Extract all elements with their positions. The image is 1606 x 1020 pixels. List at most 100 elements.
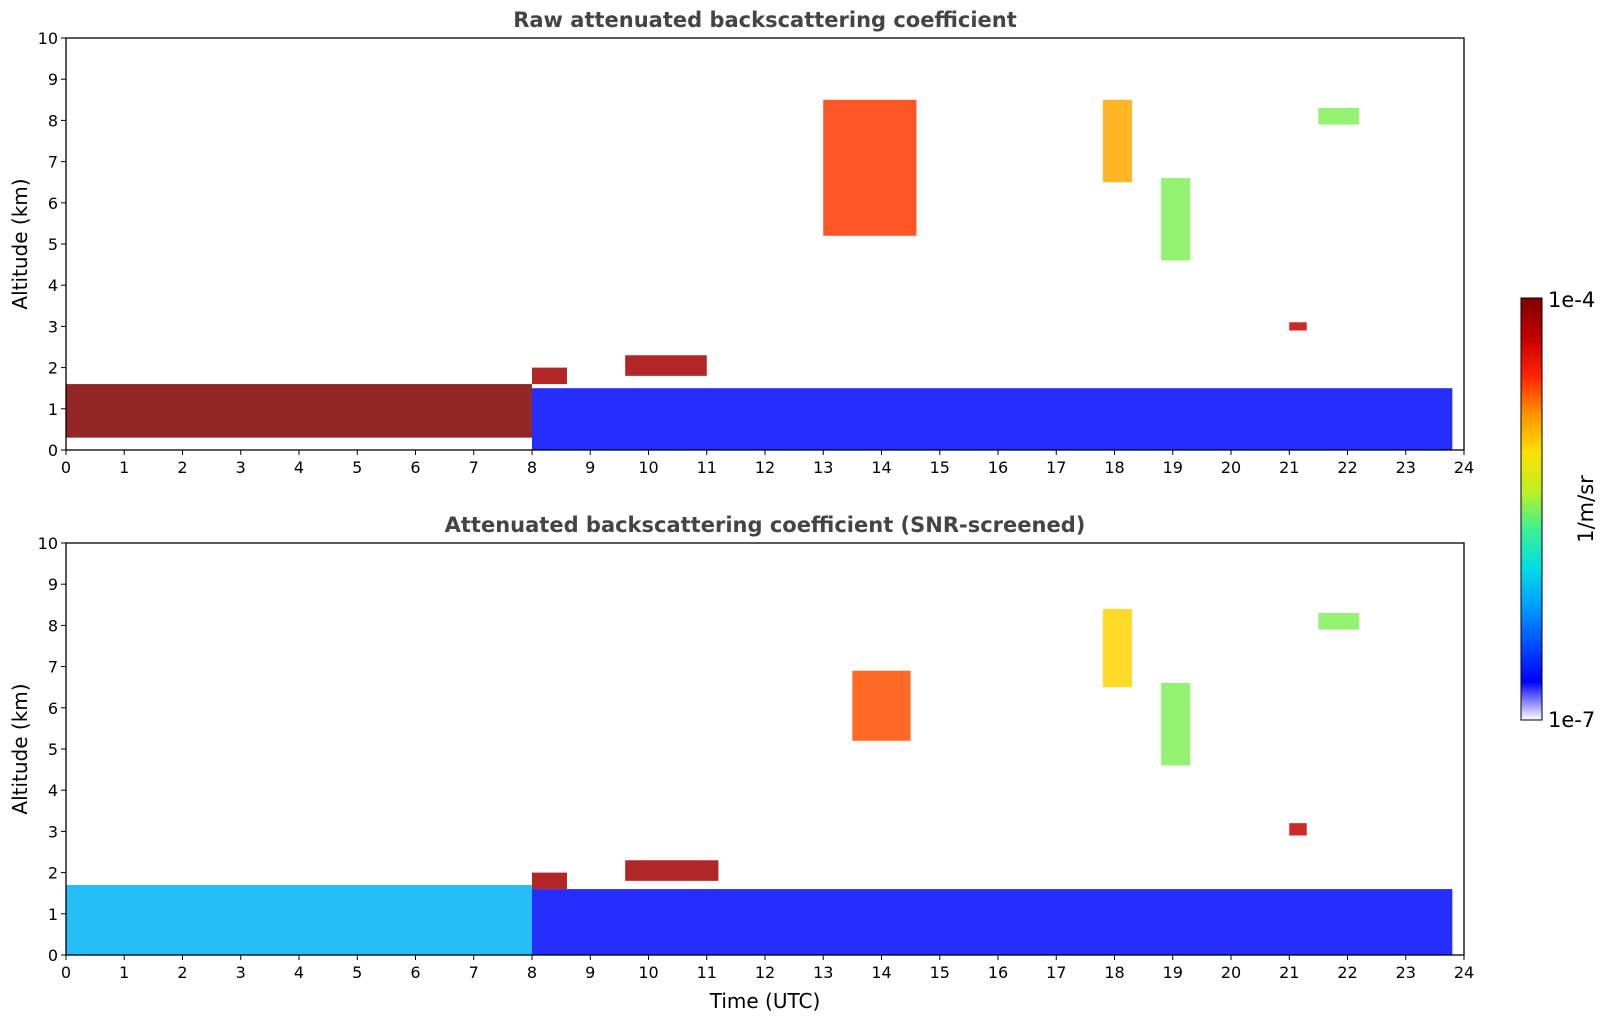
top-feature-6 [1161,178,1191,261]
top-xtick-label: 3 [236,458,246,477]
top-xtick-label: 16 [988,458,1008,477]
top-panel-title: Raw attenuated backscattering coefficien… [513,8,1017,32]
bottom-xtick-label: 16 [988,963,1008,982]
top-xtick-label: 18 [1104,458,1124,477]
bottom-xtick-label: 23 [1396,963,1416,982]
bottom-y-axis-label: Altitude (km) [8,683,32,814]
bottom-xtick-label: 8 [527,963,537,982]
top-xtick-label: 6 [410,458,420,477]
bottom-xtick-label: 12 [755,963,775,982]
top-xtick-label: 0 [61,458,71,477]
top-y-axis: 0 1 2 3 4 5 6 7 8 9 10 [38,29,66,460]
x-axis-label: Time (UTC) [709,989,821,1013]
top-xtick-label: 13 [813,458,833,477]
bottom-xtick-label: 7 [469,963,479,982]
top-xtick-label: 8 [527,458,537,477]
bottom-xtick-label: 22 [1337,963,1357,982]
bottom-feature-1 [532,889,1453,955]
bottom-ytick-label: 3 [48,822,58,841]
bottom-xtick-label: 1 [119,963,129,982]
top-xtick-label: 24 [1454,458,1474,477]
bottom-y-axis: 0 1 2 3 4 5 6 7 8 9 10 [38,534,66,965]
colorbar-max-label: 1e-4 [1548,288,1595,312]
top-ytick-label: 8 [48,111,58,130]
bottom-xtick-label: 17 [1046,963,1066,982]
bottom-xtick-label: 10 [638,963,658,982]
bottom-ytick-label: 2 [48,864,58,883]
bottom-xtick-label: 0 [61,963,71,982]
top-xtick-label: 7 [469,458,479,477]
top-xtick-label: 5 [352,458,362,477]
bottom-ytick-label: 9 [48,575,58,594]
top-feature-8 [1318,108,1360,125]
top-xtick-label: 12 [755,458,775,477]
top-ytick-label: 10 [38,29,58,48]
top-xtick-label: 19 [1163,458,1183,477]
bottom-ytick-label: 5 [48,740,58,759]
bottom-ytick-label: 0 [48,946,58,965]
bottom-ytick-label: 8 [48,616,58,635]
bottom-ytick-label: 7 [48,658,58,677]
bottom-panel-heatmap [66,608,1453,955]
top-xtick-label: 17 [1046,458,1066,477]
bottom-xtick-label: 4 [294,963,304,982]
bottom-feature-5 [1102,608,1132,688]
top-ytick-label: 7 [48,153,58,172]
top-xtick-label: 2 [177,458,187,477]
bottom-xtick-label: 18 [1104,963,1124,982]
bottom-xtick-label: 11 [697,963,717,982]
bottom-xtick-label: 2 [177,963,187,982]
top-y-axis-label: Altitude (km) [8,178,32,309]
top-feature-4 [823,99,917,236]
bottom-feature-6 [1161,683,1191,766]
bottom-x-axis: 0 1 2 3 4 5 6 7 8 9 10 11 12 13 14 15 16 17 18 19 20 21 22 23 24 [61,955,1474,982]
bottom-xtick-label: 19 [1163,963,1183,982]
bottom-ytick-label: 4 [48,781,58,800]
top-ytick-label: 9 [48,70,58,89]
top-ytick-label: 2 [48,359,58,378]
top-ytick-label: 0 [48,441,58,460]
bottom-xtick-label: 3 [236,963,246,982]
top-feature-2 [532,367,567,385]
top-x-axis: 0 1 2 3 4 5 6 7 8 9 10 11 12 13 14 15 16 17 18 19 20 21 22 23 24 [61,450,1474,477]
top-panel-heatmap [66,99,1453,450]
top-xtick-label: 1 [119,458,129,477]
top-xtick-label: 15 [930,458,950,477]
top-xtick-label: 20 [1221,458,1241,477]
bottom-xtick-label: 13 [813,963,833,982]
top-xtick-label: 9 [585,458,595,477]
top-feature-1 [532,388,1453,450]
bottom-ytick-label: 6 [48,699,58,718]
bottom-xtick-label: 20 [1221,963,1241,982]
colorbar-min-label: 1e-7 [1548,708,1595,732]
bottom-xtick-label: 9 [585,963,595,982]
top-feature-7 [1289,322,1307,331]
bottom-xtick-label: 21 [1279,963,1299,982]
top-feature-0 [66,384,532,438]
bottom-feature-3 [625,860,719,881]
top-xtick-label: 14 [871,458,891,477]
colorbar [1520,297,1543,721]
bottom-ytick-label: 1 [48,905,58,924]
top-ytick-label: 6 [48,194,58,213]
bottom-ytick-label: 10 [38,534,58,553]
top-xtick-label: 21 [1279,458,1299,477]
bottom-xtick-label: 24 [1454,963,1474,982]
top-ytick-label: 5 [48,235,58,254]
bottom-xtick-label: 15 [930,963,950,982]
top-xtick-label: 22 [1337,458,1357,477]
bottom-feature-2 [532,872,567,890]
top-ytick-label: 3 [48,317,58,336]
top-feature-5 [1102,99,1132,183]
bottom-xtick-label: 5 [352,963,362,982]
top-xtick-label: 23 [1396,458,1416,477]
bottom-feature-8 [1318,613,1360,630]
bottom-feature-7 [1289,823,1307,836]
bottom-feature-0 [66,884,532,955]
colorbar-unit-label: 1/m/sr [1574,475,1598,543]
top-xtick-label: 4 [294,458,304,477]
bottom-xtick-label: 14 [871,963,891,982]
top-feature-3 [625,355,707,376]
bottom-panel-title: Attenuated backscattering coefficient (S… [445,513,1086,537]
